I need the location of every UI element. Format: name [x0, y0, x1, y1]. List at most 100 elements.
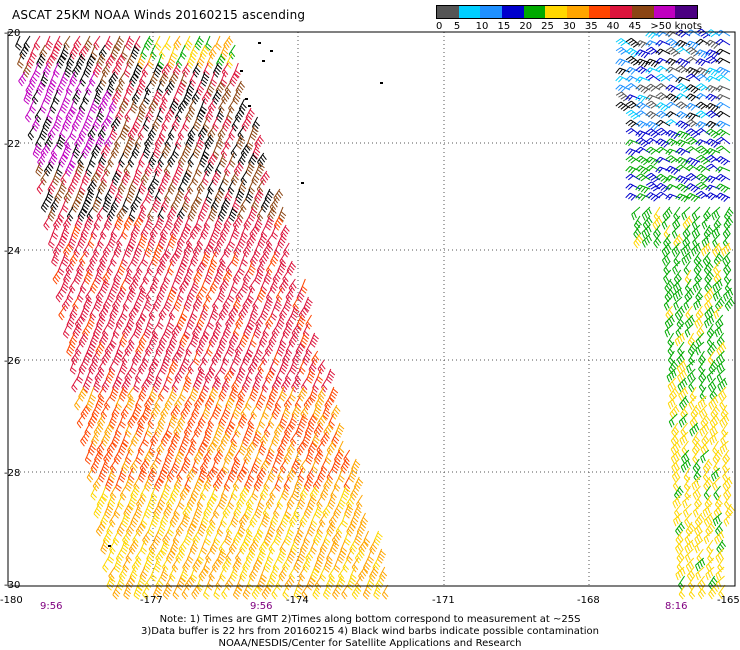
- wind-barb: [64, 161, 75, 177]
- wind-barb: [337, 440, 345, 456]
- wind-barb: [174, 188, 184, 204]
- wind-barb: [173, 476, 182, 492]
- wind-barb: [18, 71, 27, 87]
- wind-barb: [290, 305, 300, 321]
- wind-barb: [353, 476, 364, 492]
- wind-barb: [102, 557, 109, 573]
- wind-barb: [235, 188, 245, 204]
- wind-barb: [254, 134, 265, 150]
- wind-barb: [215, 35, 222, 51]
- legend-swatch: [437, 6, 459, 18]
- wind-barb: [121, 224, 128, 240]
- legend-label: 10: [475, 21, 489, 32]
- wind-barb: [106, 107, 113, 123]
- wind-barb: [108, 179, 117, 195]
- wind-barb: [677, 341, 685, 357]
- wind-barb: [723, 215, 734, 231]
- wind-barb: [56, 134, 66, 150]
- wind-barb: [713, 215, 722, 231]
- wind-barb: [683, 467, 691, 483]
- wind-barb: [113, 449, 122, 465]
- wind-barb: [160, 566, 169, 582]
- wind-barb: [635, 40, 651, 48]
- time-label: 8:16: [665, 601, 687, 612]
- wind-barb: [177, 125, 185, 141]
- wind-barb: [240, 197, 247, 213]
- wind-barb: [207, 260, 217, 276]
- wind-barb: [714, 323, 724, 338]
- wind-barb: [722, 449, 731, 465]
- wind-barb: [242, 350, 252, 366]
- wind-barb: [236, 134, 246, 150]
- wind-barb: [161, 143, 171, 159]
- legend-label: 30: [563, 21, 576, 32]
- wind-barb: [615, 101, 631, 112]
- wind-barb: [158, 332, 167, 348]
- wind-barb: [278, 206, 287, 222]
- wind-barb: [665, 57, 681, 66]
- wind-barb: [245, 494, 254, 510]
- wind-barb: [674, 332, 685, 347]
- wind-barb: [87, 233, 95, 249]
- wind-barb: [147, 206, 154, 222]
- wind-barb: [224, 161, 231, 177]
- wind-barb: [86, 368, 93, 384]
- legend-swatch: [632, 6, 654, 18]
- wind-barb: [179, 44, 187, 60]
- wind-barb: [170, 278, 178, 294]
- wind-barb: [82, 350, 92, 366]
- wind-barb: [699, 422, 710, 437]
- wind-barb: [253, 323, 262, 339]
- wind-barb: [260, 170, 270, 186]
- wind-barb: [706, 368, 716, 383]
- wind-barb: [158, 44, 166, 60]
- wind-barb: [156, 107, 164, 123]
- wind-barb: [102, 242, 111, 258]
- wind-barb: [233, 161, 244, 177]
- wind-barb: [147, 125, 156, 141]
- wind-barb: [207, 98, 216, 114]
- wind-barb: [193, 269, 203, 285]
- wind-barb: [75, 188, 85, 204]
- wind-barb: [100, 278, 110, 294]
- wind-barb: [90, 44, 98, 60]
- wind-barb: [222, 170, 229, 186]
- island-marker: [248, 105, 251, 107]
- wind-barb: [173, 296, 182, 312]
- wind-barb: [144, 296, 152, 312]
- wind-barb: [227, 287, 235, 303]
- wind-barb: [19, 44, 29, 60]
- wind-barb: [197, 413, 206, 429]
- wind-barb: [235, 80, 246, 96]
- wind-barb: [183, 89, 193, 105]
- wind-barb: [101, 143, 111, 159]
- wind-barb: [164, 476, 171, 492]
- legend-color-bar: [436, 5, 698, 19]
- wind-barb: [90, 485, 98, 501]
- wind-barb: [174, 269, 183, 285]
- wind-barb: [645, 74, 661, 82]
- wind-barb: [668, 413, 678, 428]
- wind-barb: [217, 125, 226, 141]
- wind-barb: [185, 107, 195, 123]
- wind-barb: [675, 183, 691, 193]
- island-marker: [245, 98, 248, 100]
- wind-barb: [153, 62, 163, 78]
- wind-barb: [248, 278, 256, 294]
- wind-barb: [189, 44, 198, 60]
- lat-tick-label: -30: [4, 580, 20, 591]
- wind-barb: [228, 98, 235, 114]
- wind-barb: [254, 215, 263, 231]
- wind-barb: [99, 71, 107, 87]
- wind-barb: [680, 242, 691, 257]
- wind-barb: [715, 566, 725, 581]
- wind-barb: [83, 269, 93, 285]
- wind-barb: [204, 530, 211, 546]
- wind-barb: [150, 44, 157, 60]
- wind-barb: [219, 152, 228, 168]
- wind-barb: [43, 89, 52, 105]
- wind-barb: [719, 413, 730, 428]
- wind-barb: [715, 575, 725, 590]
- wind-barb: [138, 179, 147, 195]
- wind-barb: [144, 395, 154, 411]
